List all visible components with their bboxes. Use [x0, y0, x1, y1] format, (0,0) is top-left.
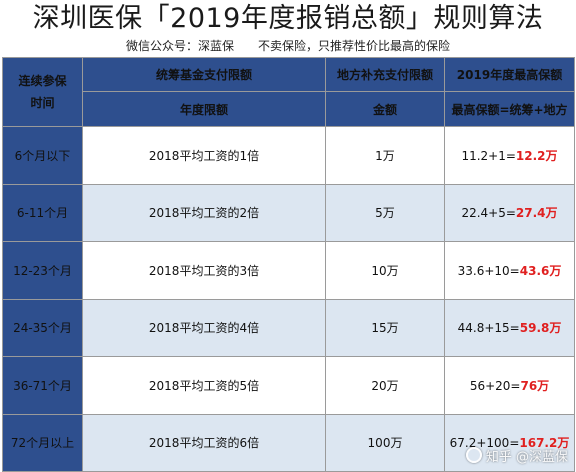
- period-cell: 24-35个月: [2, 298, 83, 357]
- page-title: 深圳医保「2019年度报销总额」规则算法: [32, 3, 544, 34]
- formula-text: 11.2+1=: [461, 148, 516, 163]
- max-amount-value: 167.2万: [519, 436, 570, 451]
- table-row: 36-71个月 2018平均工资的5倍 20万 56+20=76万: [2, 356, 575, 415]
- max-amount-cell: 67.2+100=167.2万: [444, 413, 575, 472]
- table-row: 6-11个月 2018平均工资的2倍 5万 22.4+5=27.4万: [2, 183, 575, 242]
- pool-limit-cell: 2018平均工资的1倍: [82, 126, 326, 185]
- subheader-amount: 金额: [325, 91, 445, 127]
- header-period: 连续参保 时间: [2, 57, 83, 127]
- formula-text: 44.8+15=: [457, 321, 520, 336]
- period-cell: 12-23个月: [2, 241, 83, 300]
- pool-limit-cell: 2018平均工资的2倍: [82, 183, 326, 242]
- pool-limit-cell: 2018平均工资的5倍: [82, 356, 326, 415]
- formula-text: 33.6+10=: [457, 263, 520, 278]
- local-amount-cell: 5万: [325, 183, 445, 242]
- max-amount-value: 76万: [520, 378, 550, 393]
- header-max-amount: 2019年度最高保额: [444, 57, 575, 92]
- formula-text: 67.2+100=: [449, 436, 520, 451]
- local-amount-cell: 10万: [325, 241, 445, 300]
- table-row: 24-35个月 2018平均工资的4倍 15万 44.8+15=59.8万: [2, 298, 575, 357]
- pool-limit-cell: 2018平均工资的6倍: [82, 413, 326, 472]
- table-row: 12-23个月 2018平均工资的3倍 10万 33.6+10=43.6万: [2, 241, 575, 300]
- table-row: 6个月以下 2018平均工资的1倍 1万 11.2+1=12.2万: [2, 126, 575, 185]
- subheader-annual-limit: 年度限额: [82, 91, 326, 127]
- max-amount-value: 27.4万: [515, 206, 558, 221]
- max-amount-value: 59.8万: [519, 321, 562, 336]
- pool-limit-cell: 2018平均工资的4倍: [82, 298, 326, 357]
- max-amount-value: 12.2万: [515, 148, 558, 163]
- max-amount-value: 43.6万: [519, 263, 562, 278]
- period-cell: 6-11个月: [2, 183, 83, 242]
- pool-limit-cell: 2018平均工资的3倍: [82, 241, 326, 300]
- watermark: 知乎 @深蓝保: [465, 444, 568, 466]
- local-amount-cell: 100万: [325, 413, 445, 472]
- max-amount-cell: 33.6+10=43.6万: [444, 241, 575, 300]
- zhihu-logo-icon: [465, 447, 482, 463]
- max-amount-cell: 11.2+1=12.2万: [444, 126, 575, 185]
- period-cell: 72个月以上: [2, 413, 83, 472]
- max-amount-cell: 56+20=76万: [444, 356, 575, 415]
- max-amount-cell: 22.4+5=27.4万: [444, 183, 575, 242]
- local-amount-cell: 15万: [325, 298, 445, 357]
- local-amount-cell: 20万: [325, 356, 445, 415]
- subheader-max-formula: 最高保额=统筹+地方: [444, 91, 575, 127]
- formula-text: 56+20=: [469, 378, 521, 393]
- header-local-limit: 地方补充支付限额: [325, 57, 445, 92]
- page-subtitle: 微信公众号：深蓝保 不卖保险，只推荐性价比最高的保险: [125, 39, 450, 53]
- rules-table: 连续参保 时间 统筹基金支付限额 地方补充支付限额 2019年度最高保额 年度限…: [2, 57, 575, 472]
- period-cell: 6个月以下: [2, 126, 83, 185]
- local-amount-cell: 1万: [325, 126, 445, 185]
- period-cell: 36-71个月: [2, 356, 83, 415]
- table-row: 72个月以上 2018平均工资的6倍 100万 67.2+100=167.2万: [2, 413, 575, 472]
- max-amount-cell: 44.8+15=59.8万: [444, 298, 575, 357]
- header-pool-limit: 统筹基金支付限额: [82, 57, 326, 92]
- watermark-text: 知乎 @深蓝保: [485, 449, 568, 465]
- formula-text: 22.4+5=: [461, 206, 516, 221]
